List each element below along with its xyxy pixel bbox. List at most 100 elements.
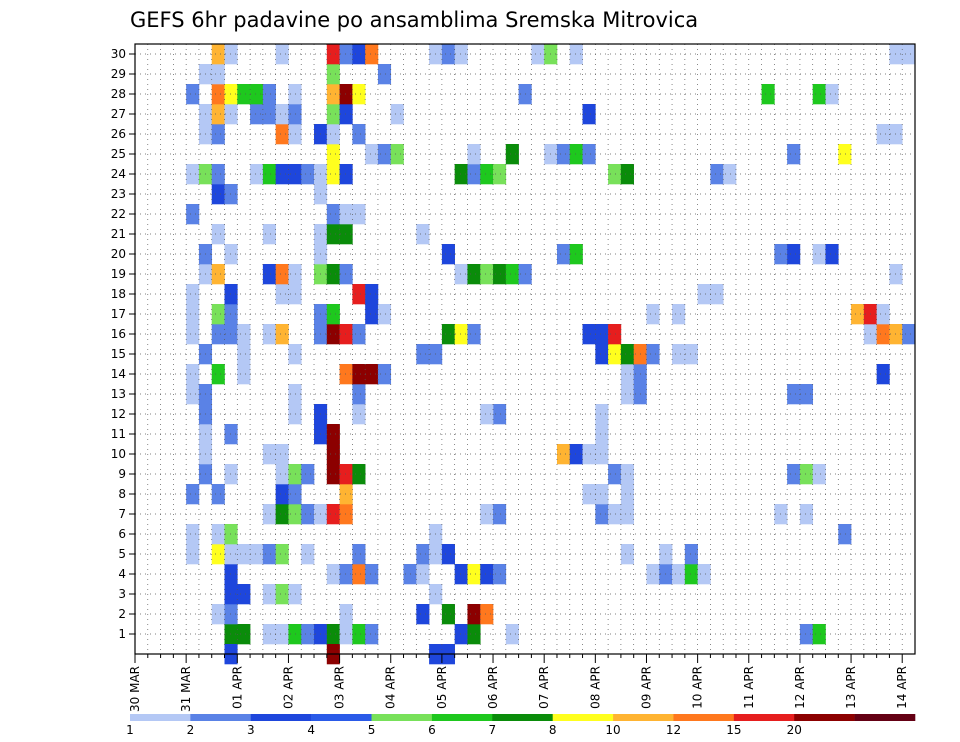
cell-m8-t4: [186, 484, 200, 505]
cell-m7-t13: [301, 504, 315, 525]
cell-m8-t35: [582, 484, 596, 505]
cell-m15-t12: [288, 344, 302, 365]
cell-m4-t44: [697, 564, 711, 585]
cell-m11-t7: [224, 424, 238, 445]
cell-m24-t26: [467, 164, 481, 185]
cell-m16-t10: [262, 324, 276, 345]
ytick-label-7: 7: [118, 507, 126, 521]
cell-m30-t60: [902, 44, 916, 65]
cell-m14-t38: [620, 364, 634, 385]
cell-m27-t35: [582, 104, 596, 125]
cell-m4-t25: [454, 564, 468, 585]
legend-label-6: 7: [488, 723, 496, 737]
ytick-label-26: 26: [111, 127, 126, 141]
legend-label-5: 6: [428, 723, 436, 737]
cell-m1-t15: [326, 624, 340, 645]
cell-m14-t8: [237, 364, 251, 385]
xtick-label-13: 12 APR: [793, 666, 807, 709]
cell-m9-t15: [326, 464, 340, 485]
cell-m7-t36: [595, 504, 609, 525]
cell-m4-t22: [416, 564, 430, 585]
legend-swatch-6: [492, 714, 553, 721]
legend-label-9: 12: [666, 723, 681, 737]
cell-m15-t22: [416, 344, 430, 365]
cell-m27-t9: [250, 104, 264, 125]
xtick-label-0: 30 MAR: [128, 666, 142, 712]
legend-swatch-8: [613, 714, 674, 721]
legend-swatch-2: [250, 714, 312, 721]
cell-m15-t40: [646, 344, 660, 365]
cell-m30-t24: [441, 44, 455, 65]
cell-m8-t12: [288, 484, 302, 505]
cell-m21-t10: [262, 224, 276, 245]
xtick-label-8: 07 APR: [537, 666, 551, 709]
cell-m30-t11: [275, 44, 289, 65]
color-legend: 1 2 3 4 5 6 7 8 10 12 15 20: [126, 714, 916, 737]
cell-m5-t7: [224, 544, 238, 565]
cell-m25-t35: [582, 144, 596, 165]
cell-m2-t22: [416, 604, 430, 625]
cell-m12-t28: [493, 404, 507, 425]
cell-m18-t4: [186, 284, 200, 305]
cell-m19-t27: [480, 264, 494, 285]
xtick-label-7: 06 APR: [486, 666, 500, 709]
cell-m7-t37: [608, 504, 622, 525]
ytick-label-23: 23: [111, 187, 126, 201]
xtick-label-4: 03 APR: [333, 666, 347, 709]
cell-m3-t8: [237, 584, 251, 605]
cell-m17-t42: [672, 304, 686, 325]
legend-label-1: 2: [187, 723, 195, 737]
cell-m13-t4: [186, 384, 200, 405]
cell-m20-t51: [787, 244, 801, 265]
cell-m18-t11: [275, 284, 289, 305]
cell-m1-t26: [467, 624, 481, 645]
cell-m4-t17: [352, 564, 366, 585]
cell-m16-t60: [902, 324, 916, 345]
cell-m30-t16: [339, 44, 353, 65]
cell-m15-t43: [684, 344, 698, 365]
cell-m16-t58: [876, 324, 890, 345]
cell-m28-t17: [352, 84, 366, 105]
ytick-label-13: 13: [111, 387, 126, 401]
cell-m3-t11: [275, 584, 289, 605]
cell-m19-t15: [326, 264, 340, 285]
cell-m30-t25: [454, 44, 468, 65]
ytick-label-1: 1: [118, 627, 126, 641]
cell-m27-t15: [326, 104, 340, 125]
cell-m16-t8: [237, 324, 251, 345]
legend-label-11: 20: [787, 723, 802, 737]
ytick-label-17: 17: [111, 307, 126, 321]
xtick-label-11: 10 APR: [691, 666, 705, 709]
cell-m14-t19: [377, 364, 392, 385]
cell-m14-t16: [339, 364, 353, 385]
cell-m25-t33: [556, 144, 571, 165]
cell-m7-t52: [799, 504, 814, 525]
cell-m12-t17: [352, 404, 366, 425]
cell-m3-t10: [262, 584, 276, 605]
cell-m30-t6: [211, 44, 225, 65]
cell-m24-t9: [250, 164, 264, 185]
cell-m25-t19: [377, 144, 392, 165]
cell-m5-t8: [237, 544, 251, 565]
ytick-label-16: 16: [111, 327, 126, 341]
cell-m10-t36: [595, 444, 609, 465]
chart-title: GEFS 6hr padavine po ansamblima Sremska …: [130, 8, 698, 32]
cell-m5-t13: [301, 544, 315, 565]
legend-label-0: 1: [126, 723, 134, 737]
cell-m2-t27: [480, 604, 494, 625]
cell-m13-t38: [620, 384, 634, 405]
cell-m16-t15: [326, 324, 340, 345]
cell-m6-t4: [186, 524, 200, 545]
cell-m30-t34: [569, 44, 583, 65]
cell-m24-t15: [326, 164, 340, 185]
legend-swatch-10: [733, 714, 795, 721]
xtick-label-1: 31 MAR: [179, 666, 193, 712]
cell-m19-t26: [467, 264, 481, 285]
cell-m21-t6: [211, 224, 225, 245]
cell-m28-t6: [211, 84, 225, 105]
cell-m7-t10: [262, 504, 276, 525]
cell-m27-t12: [288, 104, 302, 125]
cell-m5-t17: [352, 544, 366, 565]
cell-m22-t17: [352, 204, 366, 225]
cell-m24-t45: [710, 164, 724, 185]
